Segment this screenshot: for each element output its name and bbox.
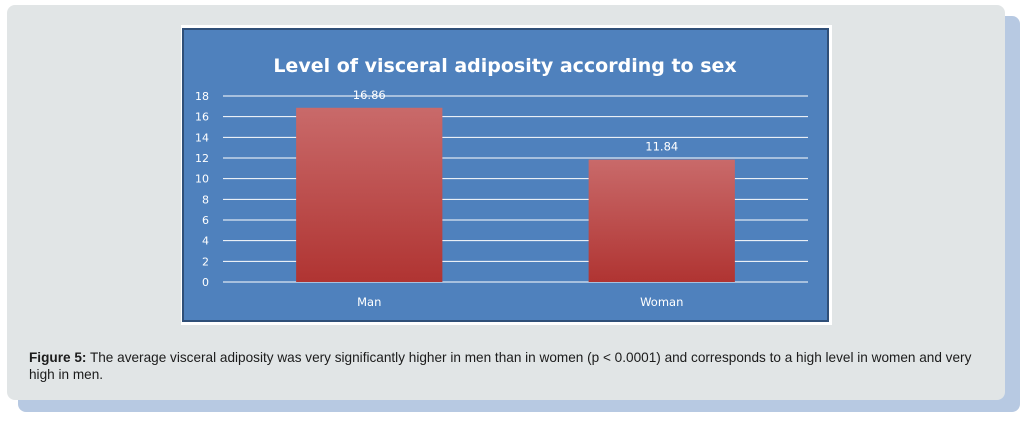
y-tick-label: 2 (202, 255, 209, 268)
bar-man (296, 107, 443, 282)
y-tick-label: 12 (195, 152, 209, 165)
bar-woman (588, 159, 735, 282)
y-tick-label: 14 (195, 131, 209, 144)
y-tick-label: 16 (195, 111, 209, 124)
bar-chart: Level of visceral adiposity according to… (182, 28, 829, 322)
y-tick-label: 10 (195, 173, 209, 186)
x-tick-label-woman: Woman (640, 295, 683, 309)
y-tick-label: 6 (202, 214, 209, 227)
data-label-man: 16.86 (353, 88, 386, 102)
figure-caption: Figure 5: The average visceral adiposity… (29, 349, 989, 383)
y-tick-label: 8 (202, 193, 209, 206)
y-tick-label: 18 (195, 90, 209, 103)
caption-lead: Figure 5: (29, 350, 87, 365)
data-label-woman: 11.84 (645, 140, 678, 154)
chart-title: Level of visceral adiposity according to… (273, 55, 736, 77)
caption-text: The average visceral adiposity was very … (29, 350, 972, 382)
y-tick-label: 0 (202, 276, 209, 289)
x-tick-label-man: Man (357, 295, 381, 309)
chart-frame: Level of visceral adiposity according to… (181, 25, 832, 325)
y-tick-label: 4 (202, 235, 209, 248)
